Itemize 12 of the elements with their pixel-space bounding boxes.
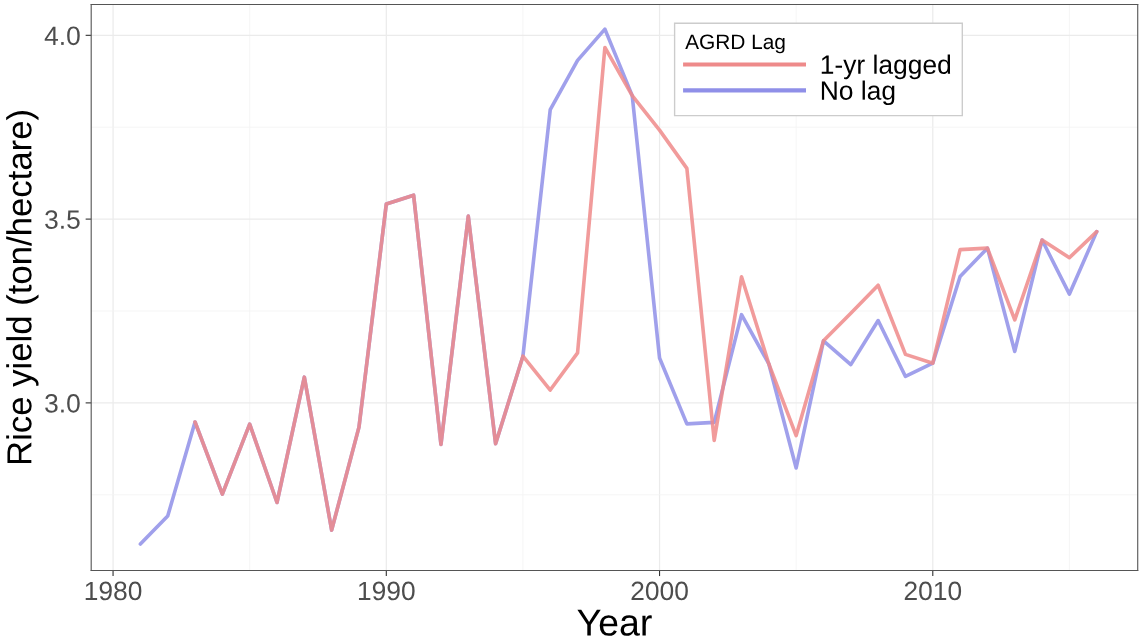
x-tick-label: 1980	[85, 581, 142, 601]
y-tick-label: 3.0	[45, 394, 80, 413]
legend-label: 1-yr lagged	[821, 54, 951, 80]
x-axis-title: Year	[577, 609, 652, 636]
y-tick-label: 4.0	[44, 26, 80, 46]
legend-title: AGRD Lag	[685, 34, 785, 54]
x-tick-label: 2010	[904, 581, 962, 601]
y-tick-label: 3.5	[45, 210, 80, 229]
legend-label: No lag	[821, 80, 895, 106]
x-tick-label: 2000	[631, 581, 688, 601]
y-axis-title: Rice yield (ton/hectare)	[6, 111, 39, 464]
x-tick-label: 1990	[358, 581, 415, 601]
